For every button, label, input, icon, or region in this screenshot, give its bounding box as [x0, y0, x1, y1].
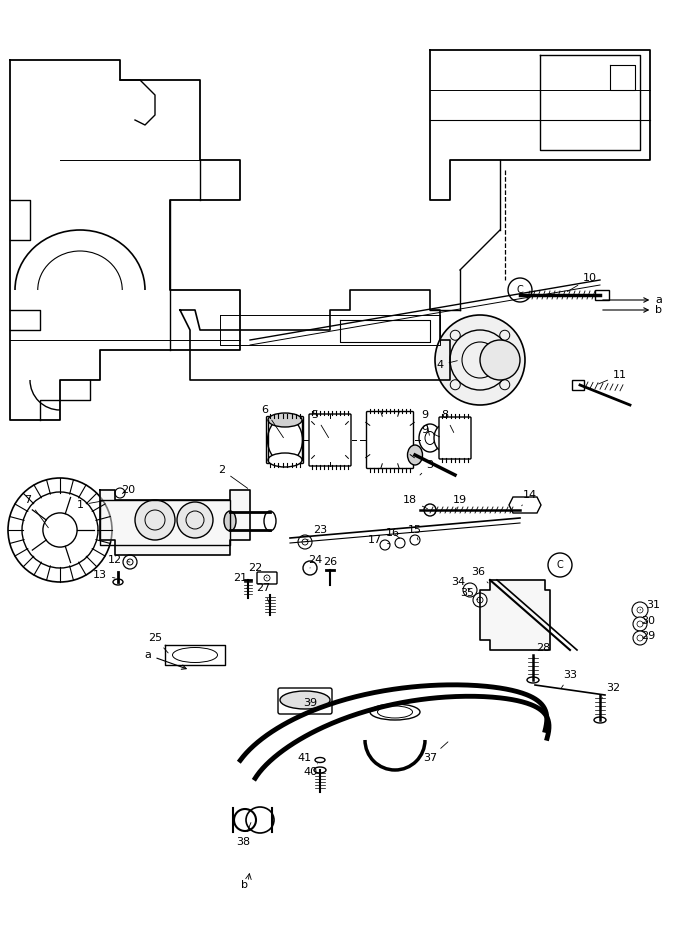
Text: 12: 12 — [108, 555, 130, 565]
Text: 10: 10 — [567, 273, 597, 292]
Ellipse shape — [268, 413, 302, 427]
Text: a: a — [145, 650, 186, 669]
Text: C: C — [557, 560, 563, 570]
Text: 22: 22 — [248, 563, 267, 578]
Text: 27: 27 — [256, 583, 270, 602]
Ellipse shape — [314, 767, 326, 773]
Text: 35: 35 — [460, 588, 478, 600]
Text: 23: 23 — [307, 525, 327, 540]
Text: 8: 8 — [441, 410, 454, 432]
Text: 37: 37 — [423, 742, 448, 763]
Circle shape — [424, 504, 436, 516]
Ellipse shape — [113, 579, 123, 585]
Text: 6: 6 — [262, 405, 284, 438]
Polygon shape — [100, 490, 250, 555]
Text: 9: 9 — [422, 410, 429, 435]
Circle shape — [633, 617, 647, 631]
Polygon shape — [480, 580, 550, 650]
FancyBboxPatch shape — [278, 688, 332, 714]
Ellipse shape — [370, 704, 420, 720]
Ellipse shape — [407, 445, 422, 465]
Text: 9: 9 — [422, 425, 439, 437]
Ellipse shape — [280, 691, 330, 709]
Circle shape — [380, 540, 390, 550]
Circle shape — [480, 340, 520, 380]
Text: 30: 30 — [641, 616, 655, 626]
Polygon shape — [509, 497, 541, 513]
Text: 38: 38 — [236, 822, 251, 847]
Ellipse shape — [224, 511, 236, 531]
Text: 16: 16 — [386, 528, 400, 538]
Text: 15: 15 — [408, 525, 422, 540]
Text: 34: 34 — [451, 577, 470, 590]
Text: 31: 31 — [640, 600, 660, 610]
Text: 20: 20 — [121, 485, 135, 495]
Ellipse shape — [527, 677, 539, 683]
Circle shape — [298, 535, 312, 549]
Text: 39: 39 — [303, 698, 317, 708]
Text: 4: 4 — [437, 360, 458, 370]
Text: 14: 14 — [522, 490, 537, 506]
Text: 19: 19 — [453, 495, 467, 510]
Text: 3: 3 — [420, 460, 434, 475]
Text: 21: 21 — [233, 573, 248, 590]
Ellipse shape — [267, 417, 303, 463]
Text: C: C — [517, 285, 524, 295]
Circle shape — [395, 538, 405, 548]
Text: 41: 41 — [298, 753, 318, 764]
Text: 5: 5 — [311, 410, 328, 438]
Circle shape — [8, 478, 112, 582]
Circle shape — [135, 500, 175, 540]
Text: 17: 17 — [368, 535, 390, 545]
Circle shape — [123, 555, 137, 569]
Text: b: b — [602, 305, 662, 315]
Circle shape — [410, 535, 420, 545]
Circle shape — [632, 602, 648, 618]
Text: 1: 1 — [76, 500, 105, 510]
Text: 33: 33 — [562, 670, 577, 687]
Ellipse shape — [268, 453, 302, 467]
Text: 26: 26 — [323, 557, 337, 575]
Ellipse shape — [594, 717, 606, 723]
FancyBboxPatch shape — [439, 417, 471, 459]
Text: 25: 25 — [148, 633, 168, 653]
FancyBboxPatch shape — [309, 414, 351, 466]
Text: 29: 29 — [641, 631, 655, 641]
Text: 2: 2 — [218, 465, 248, 488]
Text: 32: 32 — [602, 683, 620, 699]
Text: 13: 13 — [93, 570, 115, 580]
Ellipse shape — [315, 757, 325, 763]
Text: b: b — [241, 880, 248, 890]
Ellipse shape — [434, 424, 456, 452]
FancyBboxPatch shape — [267, 416, 303, 464]
FancyBboxPatch shape — [595, 290, 609, 300]
Circle shape — [633, 631, 647, 645]
Circle shape — [463, 583, 477, 597]
FancyBboxPatch shape — [572, 380, 584, 390]
FancyBboxPatch shape — [257, 572, 277, 584]
Text: 28: 28 — [533, 643, 550, 660]
Circle shape — [177, 502, 213, 538]
Text: a: a — [602, 295, 662, 305]
FancyBboxPatch shape — [367, 412, 413, 468]
Text: 18: 18 — [403, 495, 428, 509]
Text: 36: 36 — [471, 567, 488, 583]
Text: 7: 7 — [24, 495, 48, 528]
Circle shape — [473, 593, 487, 607]
Text: 24: 24 — [308, 555, 322, 568]
Ellipse shape — [264, 511, 276, 531]
Text: 40: 40 — [303, 767, 320, 780]
Ellipse shape — [419, 424, 441, 452]
Circle shape — [303, 561, 317, 575]
Text: 11: 11 — [598, 370, 627, 384]
Circle shape — [435, 315, 525, 405]
